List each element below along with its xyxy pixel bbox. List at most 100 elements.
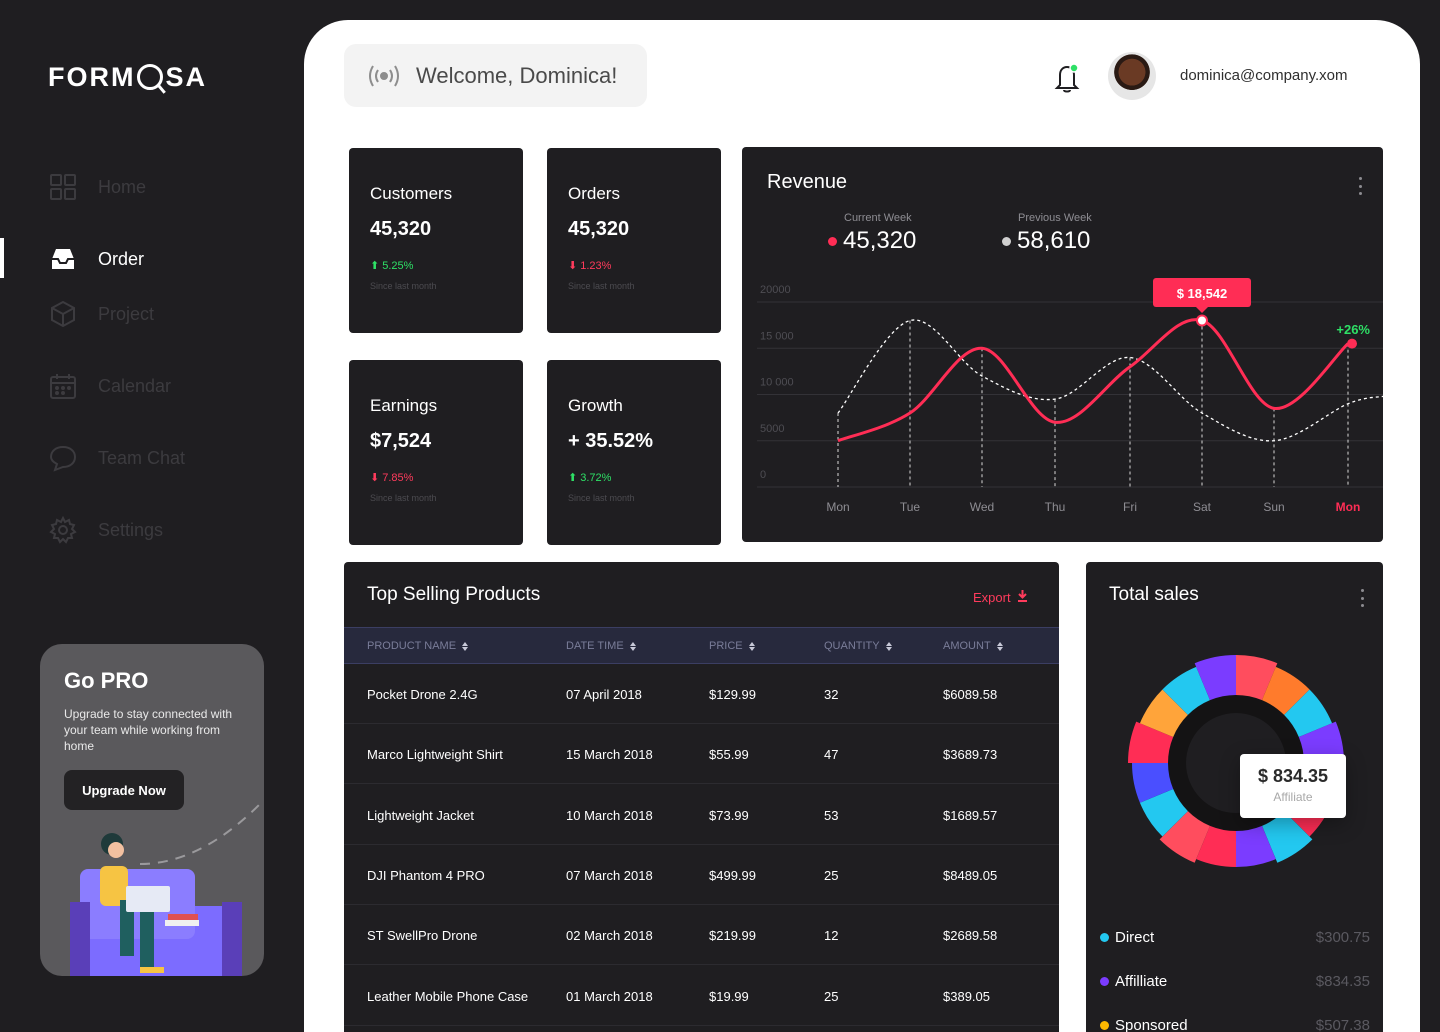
date-cell: 07 March 2018 — [566, 867, 653, 883]
price-cell: $219.99 — [709, 928, 756, 944]
sidebar-item-home[interactable]: Home — [48, 170, 146, 204]
table-row[interactable]: Marco Lightweight Shirt 15 March 2018 $55.… — [344, 724, 1059, 785]
donut-segment[interactable] — [1139, 789, 1188, 837]
donut-segment[interactable] — [1262, 666, 1310, 715]
y-tick-label: 15 000 — [760, 330, 794, 342]
donut-segment[interactable] — [1128, 721, 1174, 763]
amount-cell: $3689.73 — [943, 747, 998, 763]
sidebar-item-label: Home — [98, 176, 147, 197]
sidebar-item-label: Team Chat — [98, 447, 186, 468]
donut-segment[interactable] — [1196, 825, 1236, 867]
stat-card-orders[interactable]: Orders 45,320 ⬇ 1.23% Since last month — [547, 148, 721, 333]
product-name-cell: DJI Phantom 4 PRO — [367, 867, 485, 883]
chat-icon — [48, 443, 78, 473]
quantity-cell: 53 — [824, 807, 839, 823]
stat-value: 45,320 — [568, 218, 630, 240]
brand-logo[interactable]: FORM SA — [48, 62, 207, 92]
donut-segment[interactable] — [1139, 689, 1188, 737]
donut-tooltip: $ 834.35 Affiliate — [1240, 754, 1346, 818]
table-row[interactable]: Leather Mobile Phone Case 01 March 2018 $1… — [344, 966, 1059, 1026]
y-tick-label: 20000 — [760, 284, 791, 296]
sidebar-item-team-chat[interactable]: Team Chat — [48, 441, 185, 475]
table-row[interactable]: ST SwellPro Drone 02 March 2018 $219.99 12 $… — [344, 905, 1059, 966]
table-row[interactable]: DJI Phantom 4 PRO 07 March 2018 $499.99 25 $… — [344, 845, 1059, 905]
current-week-summary: Current Week 45,320 — [828, 212, 916, 255]
notification-bell-icon[interactable] — [1052, 60, 1082, 94]
peak-tooltip-label: $ 18,542 — [1177, 286, 1228, 301]
column-header-quantity[interactable]: QUANTITY — [824, 640, 892, 652]
current-week-line — [837, 318, 1350, 443]
stat-card-customers[interactable]: Customers 45,320 ⬆ 5.25% Since last month — [349, 148, 523, 333]
arrow-up-icon: ⬆ — [370, 260, 380, 272]
calendar-icon — [48, 371, 78, 401]
column-header-date-time[interactable]: DATE TIME — [566, 640, 636, 652]
previous-week-line — [837, 319, 1383, 442]
donut-segment[interactable] — [1162, 666, 1210, 715]
stat-note: Since last month — [568, 281, 635, 291]
sort-icon — [997, 642, 1003, 651]
donut-segment[interactable] — [1236, 655, 1278, 701]
sort-icon — [749, 642, 755, 651]
end-point[interactable] — [1347, 338, 1357, 349]
total-sales-card: Total sales $ 834.35 Affiliate Direct $3… — [1086, 562, 1383, 1032]
donut-segment[interactable] — [1194, 655, 1236, 701]
tooltip-value: $ 834.35 — [1257, 766, 1329, 786]
product-name-cell: Leather Mobile Phone Case — [367, 988, 529, 1004]
column-header-price[interactable]: PRICE — [709, 640, 755, 652]
y-tick-label: 10 000 — [760, 377, 794, 389]
total-sales-title: Total sales — [1109, 584, 1199, 605]
revenue-more-menu-icon[interactable] — [1358, 177, 1362, 195]
stat-card-growth[interactable]: Growth + 35.52% ⬆ 3.72% Since last month — [547, 360, 721, 545]
donut-segment[interactable] — [1284, 689, 1333, 737]
table-row[interactable]: Lightweight Jacket 10 March 2018 $73.99 53 $… — [344, 785, 1059, 845]
stat-note: Since last month — [568, 493, 635, 503]
legend-item-sponsored[interactable]: Sponsored $507.38 — [1100, 1017, 1370, 1032]
price-cell: $73.99 — [709, 807, 749, 823]
current-week-label: Current Week — [844, 212, 912, 224]
sidebar-item-label: Order — [98, 248, 145, 269]
stat-title: Orders — [568, 184, 620, 203]
table-header: PRODUCT NAME DATE TIME PRICE QUANTITY AM… — [344, 627, 1059, 664]
stat-value: $7,524 — [370, 430, 432, 452]
user-email[interactable]: dominica@company.xom — [1180, 67, 1348, 84]
table-row[interactable]: Pocket Drone 2.4G 07 April 2018 $129.99 32 $… — [344, 664, 1059, 724]
main-panel: Welcome, Dominica! dominica@company.xom … — [304, 20, 1420, 1032]
stat-change: ⬇ 7.85% — [370, 471, 414, 485]
promo-description: Upgrade to stay connected with your team… — [64, 707, 233, 753]
donut-segment[interactable] — [1298, 721, 1344, 763]
sidebar-item-project[interactable]: Project — [48, 297, 154, 331]
peak-point[interactable] — [1196, 314, 1208, 327]
legend-item-direct[interactable]: Direct $300.75 — [1100, 929, 1370, 946]
sales-donut-chart — [1128, 655, 1344, 867]
inbox-icon — [48, 244, 78, 274]
x-tick-label: Mon — [826, 500, 849, 514]
donut-segment[interactable] — [1236, 825, 1276, 867]
sidebar-item-label: Project — [98, 303, 155, 324]
donut-segment[interactable] — [1132, 763, 1174, 803]
total-sales-more-menu-icon[interactable] — [1360, 589, 1364, 607]
x-tick-label: Mon — [1336, 500, 1361, 514]
price-cell: $19.99 — [709, 988, 749, 1004]
user-avatar[interactable] — [1108, 52, 1156, 100]
export-button[interactable]: Export — [973, 590, 1028, 605]
donut-segment[interactable] — [1159, 811, 1210, 863]
sidebar-item-settings[interactable]: Settings — [48, 513, 163, 547]
x-tick-label: Wed — [970, 500, 994, 514]
sidebar-item-order[interactable]: Order — [48, 242, 144, 276]
x-tick-label: Sat — [1193, 500, 1212, 514]
arrow-down-icon: ⬇ — [568, 260, 578, 272]
sidebar-item-calendar[interactable]: Calendar — [48, 369, 171, 403]
upgrade-now-button[interactable]: Upgrade Now — [64, 770, 184, 810]
stat-card-earnings[interactable]: Earnings $7,524 ⬇ 7.85% Since last month — [349, 360, 523, 545]
legend-item-affiliate[interactable]: Affilliate $834.35 — [1100, 973, 1370, 990]
column-header-product-name[interactable]: PRODUCT NAME — [367, 640, 468, 652]
revenue-title: Revenue — [767, 171, 848, 193]
donut-segment[interactable] — [1262, 811, 1313, 863]
price-cell: $499.99 — [709, 867, 756, 883]
end-delta-label: +26% — [1336, 322, 1370, 337]
revenue-card: 20000 15 000 10 000 5000 0 Mon Tue Wed Thu Fri Sat… — [742, 147, 1383, 542]
stat-title: Growth — [568, 396, 623, 415]
welcome-banner: Welcome, Dominica! — [344, 44, 647, 107]
amount-cell: $1689.57 — [943, 807, 998, 823]
column-header-amount[interactable]: AMOUNT — [943, 640, 1003, 652]
